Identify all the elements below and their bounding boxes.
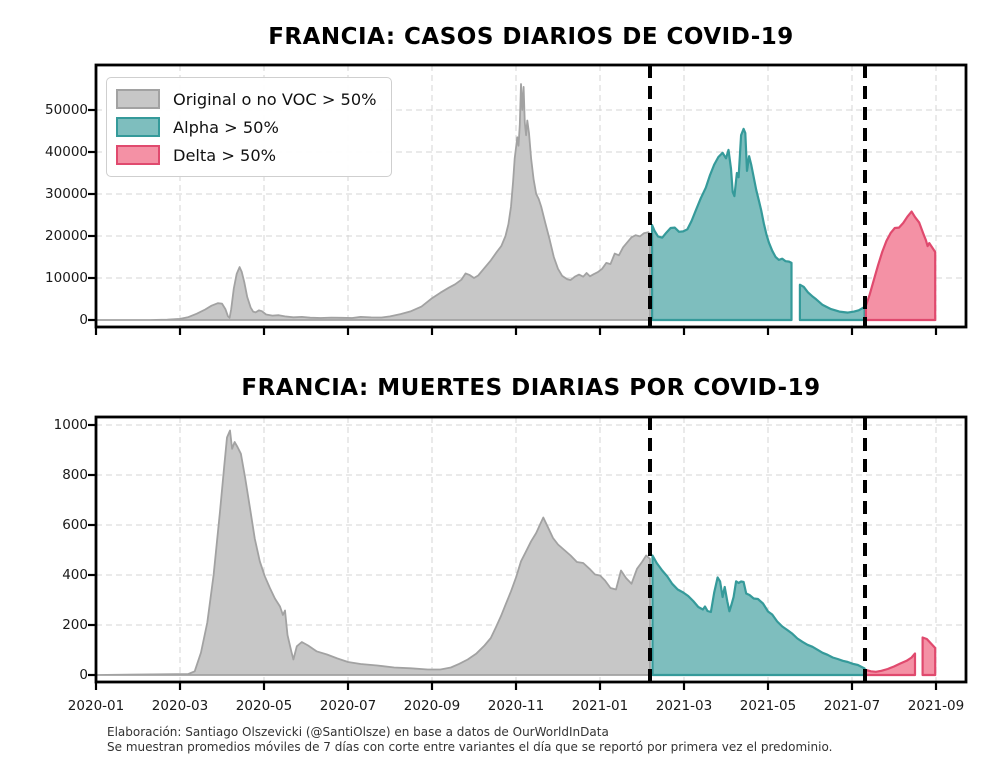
area-original-variant [95,429,651,676]
source-note: Elaboración: Santiago Olszevicki (@Santi… [107,725,832,754]
alpha-swatch-icon [116,117,160,137]
y-tick-label: 10000 [45,270,88,286]
area-alpha-variant [798,283,866,322]
x-tick-label: 2020-01 [67,698,125,714]
y-tick-label: 20000 [45,228,88,244]
plot-border [94,63,968,329]
x-tick-label: 2021-05 [739,698,797,714]
y-tick-label: 0 [79,667,88,683]
footer-method-note: Se muestran promedios móviles de 7 días … [107,739,833,754]
x-tick-label: 2020-05 [235,698,293,714]
plot-border [94,415,968,684]
delta-swatch-icon [116,145,160,165]
x-tick-label: 2021-01 [571,698,629,714]
area-delta-variant [864,652,917,677]
legend-item-alpha: Alpha > 50% [116,113,377,141]
area-delta-variant [864,210,937,322]
x-tick-label: 2020-11 [487,698,545,714]
legend-item-original: Original o no VOC > 50% [116,85,377,113]
legend-label-delta: Delta > 50% [173,145,277,165]
area-alpha-variant [651,127,793,322]
x-tick-label: 2021-03 [655,698,713,714]
x-tick-label: 2020-09 [403,698,461,714]
y-tick-label: 50000 [45,102,88,118]
deaths-chart-title: FRANCIA: MUERTES DIARIAS POR COVID-19 [241,375,821,401]
legend: Original o no VOC > 50% Alpha > 50% Delt… [106,77,392,177]
x-tick-label: 2020-03 [151,698,209,714]
legend-item-delta: Delta > 50% [116,141,377,169]
x-tick-label: 2021-09 [907,698,965,714]
area-alpha-variant [651,554,866,677]
cases-chart-title: FRANCIA: CASOS DIARIOS DE COVID-19 [268,24,794,50]
y-tick-label: 40000 [45,144,88,160]
area-delta-variant [921,636,937,677]
y-tick-label: 30000 [45,186,88,202]
original-swatch-icon [116,89,160,109]
area-original-variant [95,83,651,321]
y-tick-label: 400 [62,567,88,583]
x-tick-label: 2021-07 [823,698,881,714]
legend-label-original: Original o no VOC > 50% [173,89,377,109]
x-tick-label: 2020-07 [319,698,377,714]
y-tick-label: 800 [62,467,88,483]
y-tick-label: 1000 [53,417,88,433]
y-tick-label: 0 [79,312,88,328]
legend-label-alpha: Alpha > 50% [173,117,279,137]
y-tick-label: 600 [62,517,88,533]
footer-attribution: Elaboración: Santiago Olszevicki (@Santi… [107,725,609,739]
y-tick-label: 200 [62,617,88,633]
